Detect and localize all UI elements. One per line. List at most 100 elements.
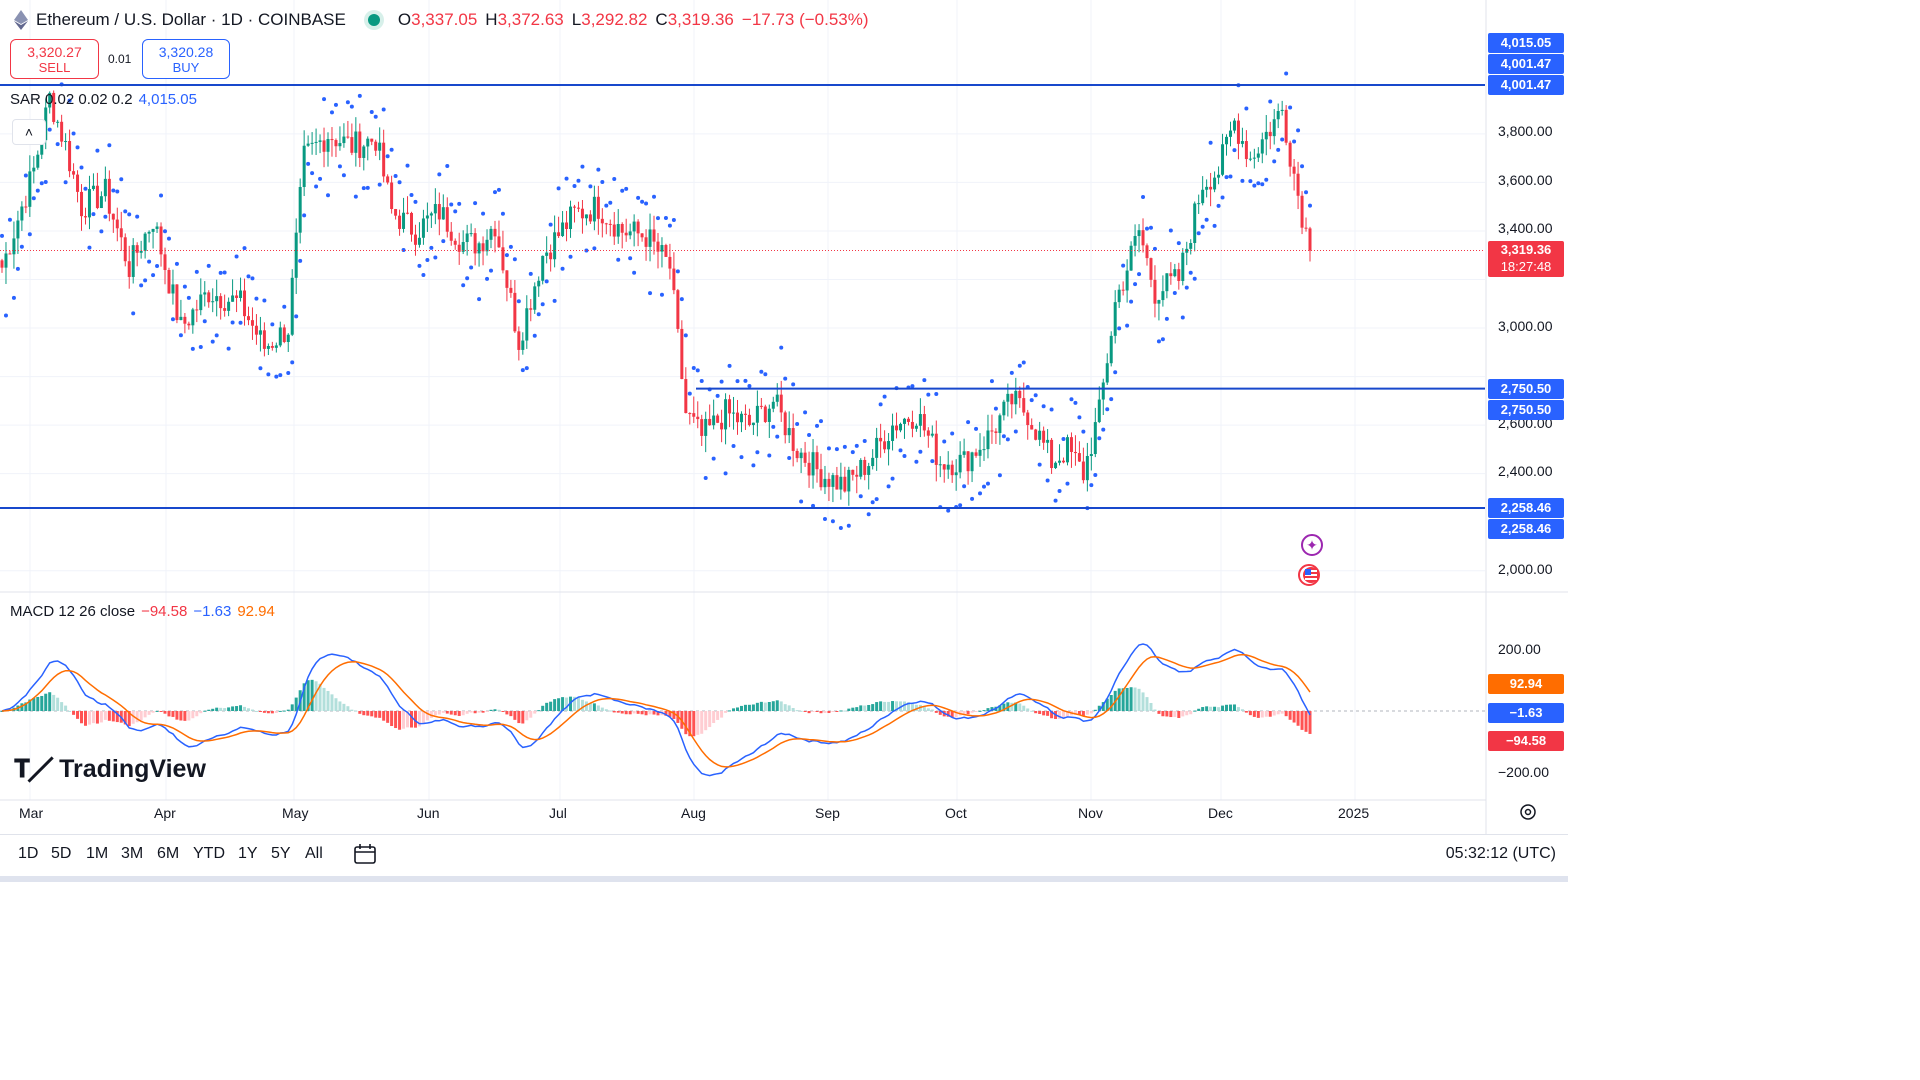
collapse-legend-button[interactable]: ˄ [12,119,46,145]
macd-histogram-bar [362,711,366,716]
close-value: 3,319.36 [667,10,734,29]
candle-body [231,295,235,302]
macd-signal-tag: 92.94 [1488,674,1564,694]
market-status-icon[interactable] [367,14,380,26]
macd-histogram-bar [1288,711,1292,720]
candle-body [986,430,990,450]
sar-dot [1141,195,1146,200]
candle-body [266,345,270,349]
candle-body [751,422,755,426]
macd-histogram-bar [743,704,747,711]
sar-dot [0,233,4,238]
sar-dot [1029,398,1034,403]
macd-histogram-bar [223,708,227,711]
utc-clock[interactable]: 05:32:12 (UTC) [1445,845,1556,862]
candle-body [1189,243,1193,249]
timeframe-5d[interactable]: 5D [51,845,72,862]
macd-line-value: −1.63 [193,603,232,620]
timeframe-6m[interactable]: 6M [157,845,180,862]
sar-dot [500,211,505,216]
sar-dot [357,93,362,98]
chart-settings-icon[interactable] [1518,802,1538,822]
candle-body [83,216,87,218]
candle-body [497,236,501,248]
candle-body [863,459,867,475]
macd-histogram-bar [692,711,696,737]
sar-dot [425,257,430,262]
candle-body [163,254,167,271]
sar-dot [620,188,625,193]
macd-histogram-bar [52,694,56,711]
sar-dot [1117,326,1122,331]
candle-body [664,245,668,257]
sar-dot [250,276,255,281]
event-sparkle-icon[interactable]: ✦ [1301,534,1323,556]
candle-body [1097,399,1101,423]
macd-histogram-bar [1065,711,1069,716]
candle-body [1193,203,1197,244]
macd-histogram-bar [465,711,469,714]
sar-dot [1184,285,1189,290]
timeframe-1d[interactable]: 1D [18,845,39,862]
candle-body [692,413,696,417]
buy-button[interactable]: 3,320.28 BUY [142,39,230,79]
macd-histogram-bar [1097,705,1101,711]
symbol-title[interactable]: Ethereum / U.S. Dollar · 1D · COINBASE [36,10,346,29]
candle-body [1232,120,1236,131]
sar-dot [775,434,780,439]
macd-histogram-bar [533,711,537,714]
macd-histogram-bar [978,710,982,712]
timeframe-5y[interactable]: 5Y [271,845,291,862]
timeframe-3m[interactable]: 3M [121,845,144,862]
candle-body [771,401,775,409]
macd-histogram-bar [620,711,624,714]
sar-dot [1232,148,1237,153]
sar-dot [640,199,645,204]
sell-button[interactable]: 3,320.27 SELL [10,39,99,79]
candle-body [1197,203,1201,205]
candle-body [600,218,604,224]
event-us-flag-icon[interactable] [1298,564,1320,586]
sar-dot [67,98,72,103]
macd-histogram-bar [72,711,76,715]
candle-body [199,294,203,311]
candle-body [72,171,76,175]
go-to-date-calendar-icon[interactable] [352,841,378,867]
candle-body [390,182,394,210]
candle-body [366,138,370,147]
candle-body [763,406,767,422]
sar-dot [242,246,247,251]
sar-dot [333,102,338,107]
sar-dot [194,269,199,274]
candle-body [99,196,103,209]
candle-body [895,425,899,431]
price-chart-canvas[interactable] [0,0,1568,834]
macd-histogram-bar [131,711,135,724]
macd-histogram-bar [286,709,290,711]
timeframe-ytd[interactable]: YTD [193,845,225,862]
macd-legend[interactable]: MACD 12 26 close −94.58 −1.63 92.94 [10,603,275,620]
tradingview-logo[interactable]: 𝐓╱ TradingView [14,755,206,784]
macd-histogram-bar [588,703,592,711]
macd-histogram-bar [60,702,64,711]
sar-dot [1264,177,1269,182]
macd-histogram-bar [998,705,1002,711]
sar-dot [115,189,120,194]
timeframe-1y[interactable]: 1Y [238,845,258,862]
macd-histogram-bar [600,707,604,711]
sar-legend[interactable]: SAR 0.02 0.02 0.2 4,015.05 [10,91,197,108]
timeframe-1m[interactable]: 1M [86,845,109,862]
macd-histogram-bar [668,711,672,717]
macd-histogram-bar [521,711,525,724]
candle-body [469,233,473,235]
sar-price-tag: 4,015.05 [1488,33,1564,53]
timeframe-all[interactable]: All [305,845,323,862]
sar-dot [1113,370,1118,375]
sar-dot [791,382,796,387]
sar-dot [854,443,859,448]
sar-dot [759,369,764,374]
sar-dot [1057,489,1062,494]
time-axis-label: Aug [681,805,706,821]
candle-body [274,345,278,348]
candle-body [1225,136,1229,145]
